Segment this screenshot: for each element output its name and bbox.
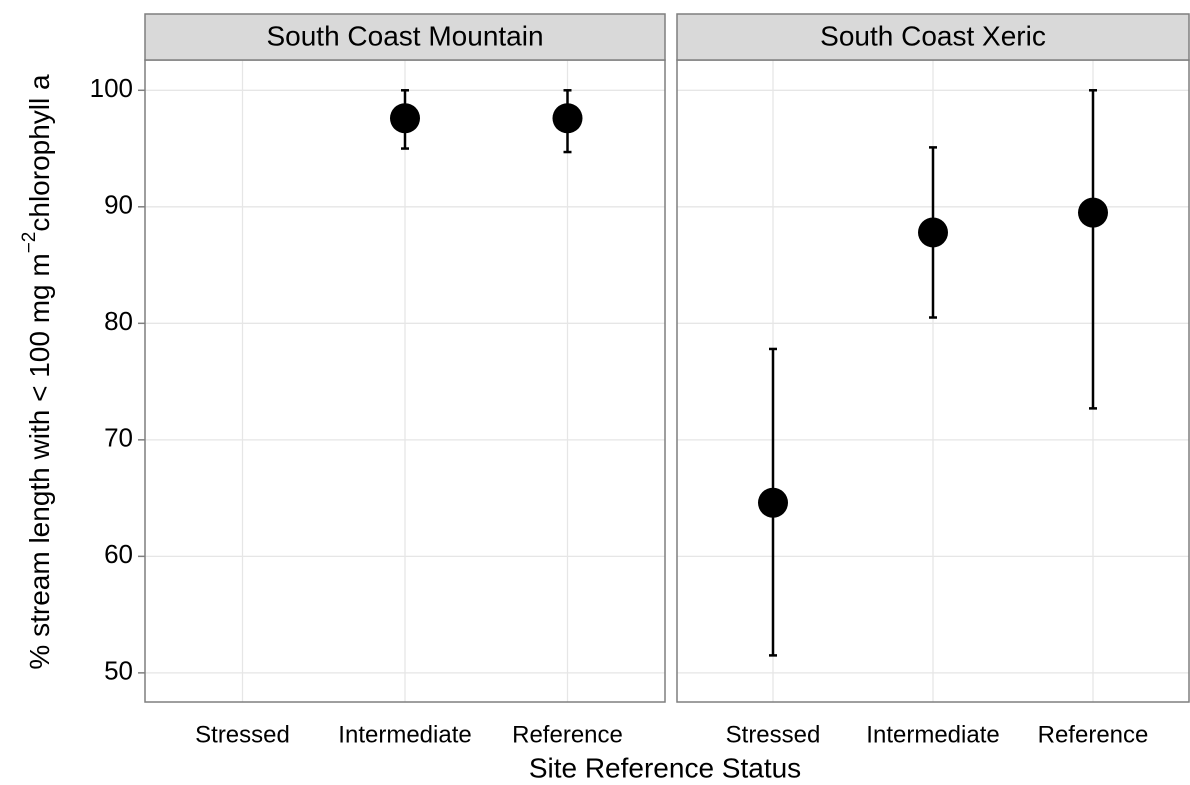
y-tick-label: 90: [104, 190, 133, 220]
facet-strip: [676, 13, 1190, 61]
y-axis-label: % stream length with < 100 mg m−2chlorop…: [19, 74, 55, 670]
y-tick-label: 100: [90, 73, 133, 103]
facet-title: South Coast Mountain: [266, 20, 543, 51]
y-axis-label-part: chlorophyll a: [24, 74, 55, 232]
x-tick-label: Intermediate: [866, 721, 999, 748]
x-tick-label: Intermediate: [338, 721, 471, 748]
x-tick-label: Stressed: [726, 721, 821, 748]
point: [918, 217, 948, 248]
y-tick-label: 80: [104, 306, 133, 336]
x-tick-label: Reference: [512, 721, 623, 748]
point: [390, 103, 420, 134]
facet-title: South Coast Xeric: [820, 20, 1046, 51]
x-axis-label: Site Reference Status: [529, 752, 801, 783]
y-tick-label: 60: [104, 539, 133, 569]
facet-strip: [144, 13, 666, 61]
y-axis-label-part: % stream length with < 100 mg m: [24, 253, 55, 669]
point: [758, 487, 788, 518]
point: [552, 103, 583, 134]
x-tick-label: Stressed: [195, 721, 290, 748]
x-tick-label: Reference: [1038, 721, 1149, 748]
y-tick-label: 70: [104, 423, 133, 453]
y-axis-label-superscript: −2: [19, 232, 40, 254]
point: [1078, 197, 1108, 228]
y-tick-label: 50: [104, 656, 133, 686]
